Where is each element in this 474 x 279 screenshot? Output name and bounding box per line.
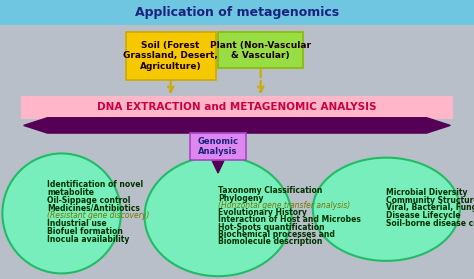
Text: Identification of novel: Identification of novel <box>47 180 144 189</box>
Text: Soil (Forest
Grassland, Desert,
Agriculture): Soil (Forest Grassland, Desert, Agricult… <box>123 41 218 71</box>
Text: Evolutionary History: Evolutionary History <box>218 208 307 217</box>
Ellipse shape <box>145 156 292 276</box>
Text: Microbial Diversity: Microbial Diversity <box>386 188 468 197</box>
Text: Biochemical processes and: Biochemical processes and <box>218 230 335 239</box>
FancyBboxPatch shape <box>21 95 453 119</box>
FancyBboxPatch shape <box>0 0 474 25</box>
Ellipse shape <box>2 153 121 273</box>
Text: Phylogeny: Phylogeny <box>218 194 264 203</box>
Text: Application of metagenomics: Application of metagenomics <box>135 6 339 19</box>
FancyBboxPatch shape <box>218 32 303 68</box>
Text: (Resistant gene discovery): (Resistant gene discovery) <box>47 211 150 220</box>
FancyBboxPatch shape <box>190 133 246 160</box>
Text: Viral, Bacterial, Fungal Discovery: Viral, Bacterial, Fungal Discovery <box>386 203 474 212</box>
Text: Biomolecule description: Biomolecule description <box>218 237 322 246</box>
Text: Medicines/Antibiotics: Medicines/Antibiotics <box>47 204 140 213</box>
Text: Disease Lifecycle: Disease Lifecycle <box>386 211 461 220</box>
Text: Oil-Sippage control: Oil-Sippage control <box>47 196 131 205</box>
Text: metabolite: metabolite <box>47 188 94 197</box>
Ellipse shape <box>313 158 460 261</box>
Text: Soil-borne disease control: Soil-borne disease control <box>386 219 474 228</box>
Text: Community Structure: Community Structure <box>386 196 474 205</box>
Text: Genomic
Analysis: Genomic Analysis <box>198 137 238 156</box>
Text: Inocula availability: Inocula availability <box>47 235 130 244</box>
FancyBboxPatch shape <box>126 32 216 80</box>
Text: Hot-Spots quantification: Hot-Spots quantification <box>218 223 325 232</box>
Text: Interaction of Host and Microbes: Interaction of Host and Microbes <box>218 215 361 224</box>
Text: Biofuel formation: Biofuel formation <box>47 227 123 236</box>
Text: Taxonomy Classification: Taxonomy Classification <box>218 186 322 195</box>
Text: Industrial use: Industrial use <box>47 219 107 228</box>
Text: Plant (Non-Vascular
& Vascular): Plant (Non-Vascular & Vascular) <box>210 40 311 60</box>
Text: DNA EXTRACTION and METAGENOMIC ANALYSIS: DNA EXTRACTION and METAGENOMIC ANALYSIS <box>97 102 377 112</box>
Text: (Horizontal gene transfer analysis): (Horizontal gene transfer analysis) <box>218 201 350 210</box>
Polygon shape <box>24 118 450 173</box>
